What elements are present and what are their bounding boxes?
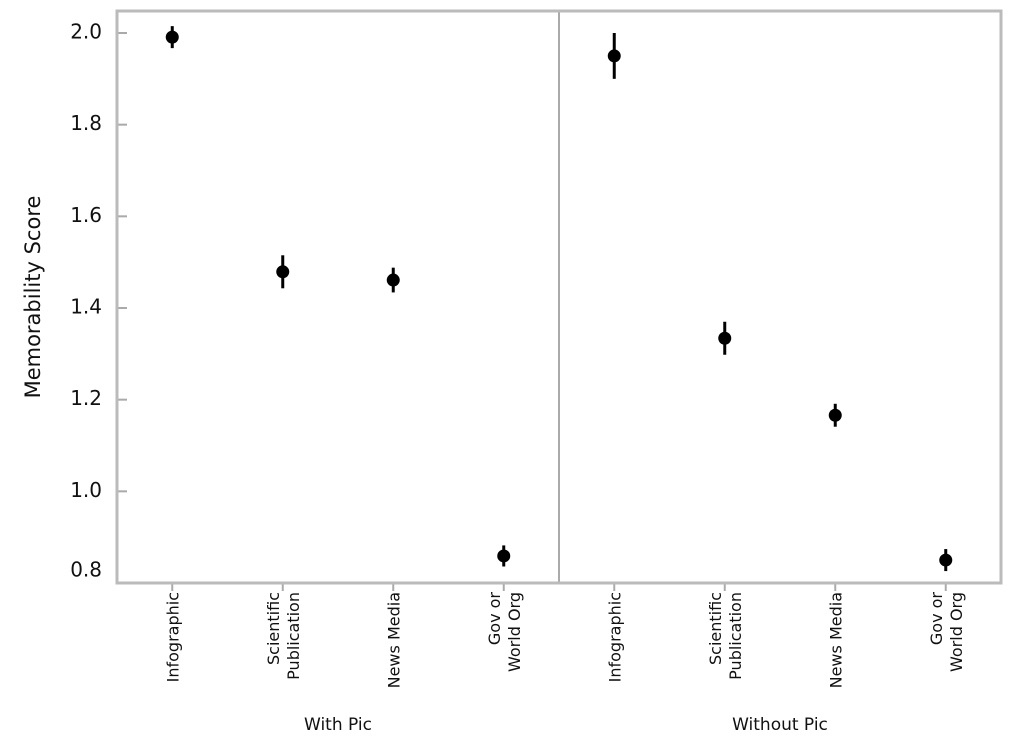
y-tick-label: 1.4	[70, 295, 102, 319]
x-tick-label: News Media	[384, 592, 403, 688]
y-tick-label: 0.8	[70, 558, 102, 582]
y-tick-label: 1.0	[70, 478, 102, 502]
data-point	[607, 49, 621, 63]
plot-frame	[115, 9, 1003, 585]
y-axis-label: Memorability Score	[21, 196, 45, 399]
panel-label: With Pic	[304, 715, 372, 735]
x-tick-label: Gov orWorld Org	[485, 592, 524, 672]
x-tick-label: Infographic	[605, 592, 624, 682]
data-point	[165, 30, 179, 44]
y-tick-label: 1.8	[70, 111, 102, 135]
x-tick-label: Infographic	[163, 592, 182, 682]
data-point	[939, 553, 953, 567]
x-tick-label: Gov orWorld Org	[927, 592, 966, 672]
data-point	[386, 273, 400, 287]
data-point	[276, 265, 290, 279]
x-tick-label: News Media	[826, 592, 845, 688]
panel-label: Without Pic	[732, 715, 828, 735]
y-tick-label: 1.6	[70, 203, 102, 227]
data-point	[497, 549, 511, 563]
data-point	[718, 331, 732, 345]
y-tick-label: 1.2	[70, 386, 102, 410]
y-tick-label: 2.0	[70, 20, 102, 44]
data-point	[828, 408, 842, 422]
x-tick-label: ScientificPublication	[264, 592, 303, 680]
x-tick-label: ScientificPublication	[706, 592, 745, 680]
